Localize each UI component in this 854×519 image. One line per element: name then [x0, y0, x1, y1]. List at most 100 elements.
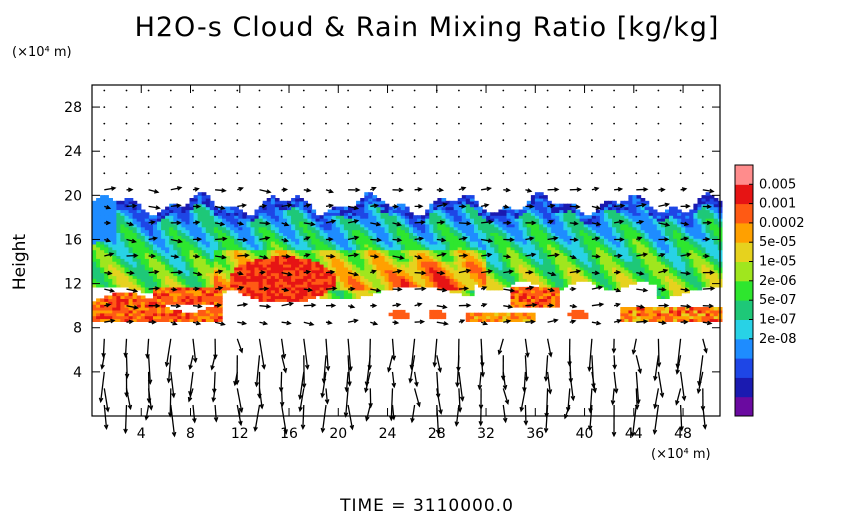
field-cell	[287, 220, 292, 225]
field-cell	[343, 241, 349, 245]
field-cell	[636, 318, 642, 322]
field-cell	[140, 275, 146, 279]
field-cell	[530, 292, 536, 297]
field-cell	[364, 220, 369, 225]
field-cell	[453, 206, 459, 211]
field-cell	[417, 261, 422, 265]
field-cell	[165, 284, 170, 288]
field-cell	[112, 203, 117, 208]
field-cell	[311, 289, 317, 294]
field-cell	[303, 255, 308, 259]
field-cell	[92, 318, 97, 322]
field-cell	[624, 272, 629, 277]
field-cell	[689, 307, 694, 311]
field-cell	[181, 206, 187, 211]
field-cell	[685, 281, 690, 285]
field-cell	[445, 229, 451, 233]
field-cell	[396, 206, 402, 211]
field-cell	[96, 223, 101, 228]
field-cell	[555, 281, 560, 285]
field-cell	[185, 301, 191, 305]
field-cell	[559, 209, 564, 213]
field-cell	[181, 284, 187, 288]
field-cell	[234, 255, 239, 259]
field-cell	[339, 226, 345, 231]
field-cell	[319, 252, 325, 256]
field-cell	[384, 286, 390, 291]
field-cell	[567, 203, 573, 208]
field-cell	[266, 200, 272, 205]
field-cell	[124, 307, 130, 311]
field-cell	[425, 243, 430, 248]
field-cell	[258, 292, 264, 297]
field-cell	[364, 198, 369, 202]
field-cell	[392, 272, 398, 277]
field-cell	[669, 235, 674, 239]
field-cell	[266, 292, 272, 297]
field-cell	[136, 298, 142, 302]
field-cell	[465, 218, 471, 222]
field-cell	[120, 284, 126, 288]
field-cell	[372, 235, 378, 239]
field-cell	[441, 232, 447, 236]
field-cell	[469, 284, 475, 288]
field-cell	[677, 275, 682, 279]
field-cell	[258, 243, 264, 248]
field-cell	[169, 292, 174, 297]
field-cell	[494, 278, 499, 282]
field-cell	[124, 226, 130, 231]
field-cell	[555, 275, 560, 279]
field-cell	[278, 220, 284, 225]
field-cell	[189, 252, 195, 256]
field-cell	[116, 215, 122, 219]
field-cell	[522, 318, 528, 322]
field-cell	[270, 278, 276, 282]
field-cell	[441, 275, 447, 279]
field-cell	[169, 218, 174, 222]
field-cell	[181, 255, 187, 259]
field-cell	[266, 255, 272, 259]
field-cell	[356, 241, 361, 245]
field-cell	[96, 229, 101, 233]
field-cell	[140, 266, 146, 271]
field-cell	[547, 292, 552, 297]
field-cell	[311, 226, 317, 231]
field-cell	[624, 281, 629, 285]
field-cell	[295, 289, 300, 294]
field-cell	[612, 235, 617, 239]
field-cell	[299, 238, 304, 242]
field-cell	[372, 289, 378, 294]
field-cell	[287, 281, 292, 285]
field-cell	[681, 281, 686, 285]
field-cell	[656, 246, 662, 251]
field-cell	[579, 249, 585, 254]
field-cell	[331, 215, 337, 219]
field-cell	[612, 200, 617, 205]
field-cell	[465, 232, 471, 236]
field-cell	[104, 215, 109, 219]
field-cell	[295, 284, 300, 288]
field-cell	[567, 209, 573, 213]
field-cell	[673, 212, 678, 216]
field-cell	[218, 307, 223, 311]
field-cell	[295, 261, 300, 265]
field-cell	[376, 215, 382, 219]
field-cell	[213, 235, 219, 239]
field-cell	[287, 235, 292, 239]
field-cell	[518, 272, 524, 277]
field-cell	[299, 215, 304, 219]
field-cell	[295, 243, 300, 248]
field-cell	[583, 223, 589, 228]
field-cell	[612, 266, 617, 271]
field-cell	[534, 258, 540, 262]
field-cell	[429, 232, 434, 236]
field-cell	[266, 272, 272, 277]
field-cell	[417, 241, 422, 245]
field-cell	[539, 301, 544, 305]
field-cell	[409, 252, 414, 256]
field-cell	[266, 226, 272, 231]
field-cell	[201, 286, 207, 291]
field-cell	[213, 315, 219, 320]
field-cell	[136, 318, 142, 322]
field-cell	[616, 258, 621, 262]
